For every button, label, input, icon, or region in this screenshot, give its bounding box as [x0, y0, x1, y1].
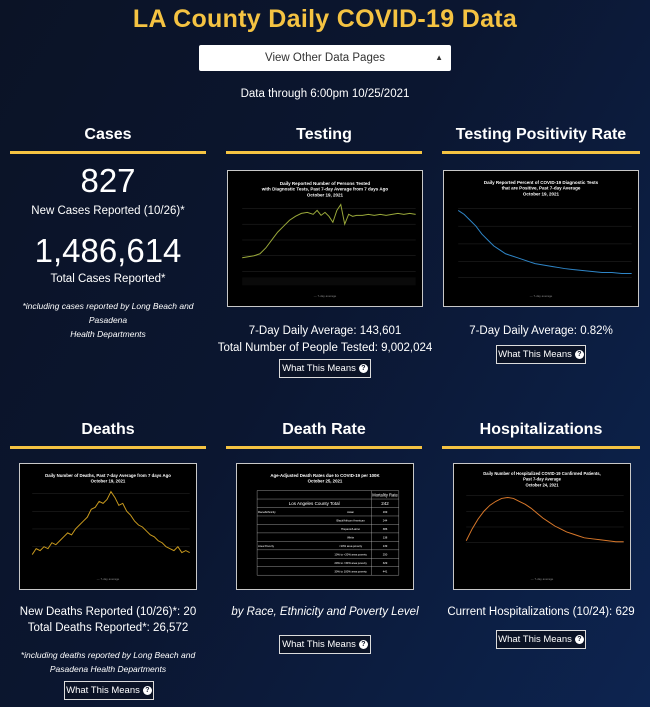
data-pages-select[interactable]: View Other Data Pages ▲ [199, 45, 451, 71]
select-label: View Other Data Pages [265, 52, 385, 64]
death-rate-what-this-means-button[interactable]: What This Means? [279, 635, 371, 654]
deaths-new: New Deaths Reported (10/26)*: 20 [19, 606, 197, 618]
question-icon: ? [358, 363, 368, 373]
death-rate-heading: Death Rate [282, 421, 366, 438]
positivity-chart-svg: Daily Reported Percent of COVID-19 Diagn… [457, 180, 632, 298]
death-rate-divider [226, 446, 422, 449]
death-rate-row-label: Black/African American [336, 518, 365, 522]
death-rate-caption: by Race, Ethnicity and Poverty Level [231, 606, 419, 618]
select-caret-icon: ▲ [435, 53, 443, 62]
hospitalizations-heading: Hospitalizations [479, 421, 603, 438]
death-rate-row-label: <10% area poverty [339, 544, 363, 548]
deaths-footnote: *including deaths reported by Long Beach… [20, 650, 196, 674]
deaths-heading: Deaths [81, 421, 135, 438]
hospitalizations-what-this-means-button[interactable]: What This Means? [496, 630, 586, 649]
testing-chart-thumbnail[interactable]: Daily Reported Number of Persons Tested … [227, 170, 423, 307]
death-rate-row-group: Area Poverty [258, 544, 275, 548]
death-rate-row-label: 30% to 100% area poverty [334, 569, 367, 573]
death-rate-row-value: 386 [383, 527, 388, 531]
positivity-chart-legend: — 7-day average [530, 294, 553, 298]
positivity-avg: 7-Day Daily Average: 0.82% [469, 325, 613, 337]
deaths-chart-title-1: Daily Number of Deaths, Past 7-day Avera… [45, 473, 171, 478]
death-rate-row-label: 10% to <20% area poverty [334, 552, 367, 556]
positivity-chart-title-1: Daily Reported Percent of COVID-19 Diagn… [484, 180, 599, 185]
deaths-what-this-means-button[interactable]: What This Means? [64, 681, 154, 700]
death-rate-row-value: 441 [383, 569, 388, 573]
hospitalizations-series-line [465, 496, 624, 543]
data-through-date: Data through 6:00pm 10/25/2021 [240, 88, 410, 100]
death-rate-total-value: 242 [381, 501, 389, 506]
hospitalizations-chart-title-3: October 24, 2021 [525, 483, 559, 488]
positivity-chart-title-3: October 19, 2021 [523, 192, 560, 197]
positivity-chart-title-2: that are Positive, Past 7-day Average [502, 186, 581, 191]
new-cases-label: New Cases Reported (10/26)* [31, 205, 185, 217]
testing-chart-svg: Daily Reported Number of Persons Tested … [242, 181, 416, 298]
page-title: LA County Daily COVID-19 Data [132, 5, 518, 33]
deaths-divider [10, 446, 206, 449]
testing-what-this-means-button[interactable]: What This Means? [279, 359, 371, 378]
testing-total: Total Number of People Tested: 9,002,024 [217, 342, 433, 354]
testing-chart-legend: — 7-day average [314, 294, 337, 298]
question-icon: ? [142, 685, 152, 695]
hospitalizations-chart-svg: Daily Number of Hospitalized COVID-19 Co… [465, 471, 624, 581]
testing-chart-title-2: with Diagnostic Tests, Past 7-day Averag… [261, 187, 389, 192]
cases-divider [10, 151, 206, 154]
hospitalizations-chart-title-2: Past 7-day Average [523, 477, 561, 482]
hospitalizations-chart-legend: — 7-day average [531, 577, 554, 581]
deaths-chart-thumbnail[interactable]: Daily Number of Deaths, Past 7-day Avera… [19, 463, 197, 590]
cases-footnote: *including cases reported by Long Beach … [22, 301, 194, 339]
death-rate-row-value: 329 [383, 561, 388, 565]
death-rate-table-svg: Age-Adjusted Death Rates due to COVID-19… [256, 473, 400, 576]
cases-heading: Cases [84, 126, 132, 143]
death-rate-row-value: 138 [383, 535, 388, 539]
death-rate-row-label: Hispanic/Latino [341, 527, 360, 531]
testing-chart-title-3: October 19, 2021 [307, 193, 344, 198]
testing-heading: Testing [296, 126, 352, 143]
deaths-chart-title-2: October 19, 2021 [91, 479, 126, 484]
death-rate-total-label: Los Angeles County Total [289, 501, 340, 506]
death-rate-row-value: 244 [383, 518, 388, 522]
positivity-what-this-means-button[interactable]: What This Means? [496, 345, 586, 364]
death-rate-row-value: 250 [383, 552, 388, 556]
new-cases-value: 827 [80, 162, 136, 199]
death-rate-row-group: Race/Ethnicity [258, 510, 276, 514]
hospitalizations-current: Current Hospitalizations (10/24): 629 [447, 606, 635, 618]
question-icon: ? [574, 349, 584, 359]
hospitalizations-chart-thumbnail[interactable]: Daily Number of Hospitalized COVID-19 Co… [453, 463, 631, 590]
death-rate-row-label: Asian [347, 510, 354, 514]
death-rate-table: Mortality Rate Los Angeles County Total 24… [256, 490, 400, 576]
death-rate-row-value: 169 [383, 510, 388, 514]
testing-avg: 7-Day Daily Average: 143,601 [248, 325, 402, 337]
death-rate-chart-title-2: October 25, 2021 [308, 479, 343, 484]
positivity-series-line [457, 210, 632, 274]
testing-chart-title-1: Daily Reported Number of Persons Tested [280, 181, 370, 186]
positivity-divider [442, 151, 640, 154]
positivity-heading: Testing Positivity Rate [455, 126, 627, 143]
testing-divider [226, 151, 422, 154]
death-rate-row-label: White [347, 535, 355, 539]
question-icon: ? [358, 639, 368, 649]
deaths-series-line [31, 490, 190, 555]
testing-series-line [242, 203, 416, 259]
death-rate-row-label: 20% to <30% area poverty [334, 561, 367, 565]
positivity-chart-thumbnail[interactable]: Daily Reported Percent of COVID-19 Diagn… [443, 170, 639, 307]
death-rate-table-thumbnail[interactable]: Age-Adjusted Death Rates due to COVID-19… [236, 463, 414, 590]
hospitalizations-divider [442, 446, 640, 449]
death-rate-chart-title-1: Age-Adjusted Death Rates due to COVID-19… [270, 473, 380, 478]
question-icon: ? [574, 634, 584, 644]
death-rate-table-header: Mortality Rate [372, 492, 398, 497]
total-cases-value: 1,486,614 [34, 232, 182, 269]
death-rate-row-value: 139 [383, 544, 388, 548]
hospitalizations-chart-title-1: Daily Number of Hospitalized COVID-19 Co… [483, 471, 600, 476]
deaths-chart-svg: Daily Number of Deaths, Past 7-day Avera… [31, 473, 190, 581]
deaths-chart-legend: — 7-day average [97, 577, 120, 581]
total-cases-label: Total Cases Reported* [50, 273, 166, 285]
deaths-total: Total Deaths Reported*: 26,572 [27, 622, 189, 634]
